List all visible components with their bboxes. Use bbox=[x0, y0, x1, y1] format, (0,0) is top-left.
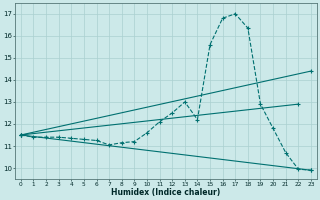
X-axis label: Humidex (Indice chaleur): Humidex (Indice chaleur) bbox=[111, 188, 220, 197]
